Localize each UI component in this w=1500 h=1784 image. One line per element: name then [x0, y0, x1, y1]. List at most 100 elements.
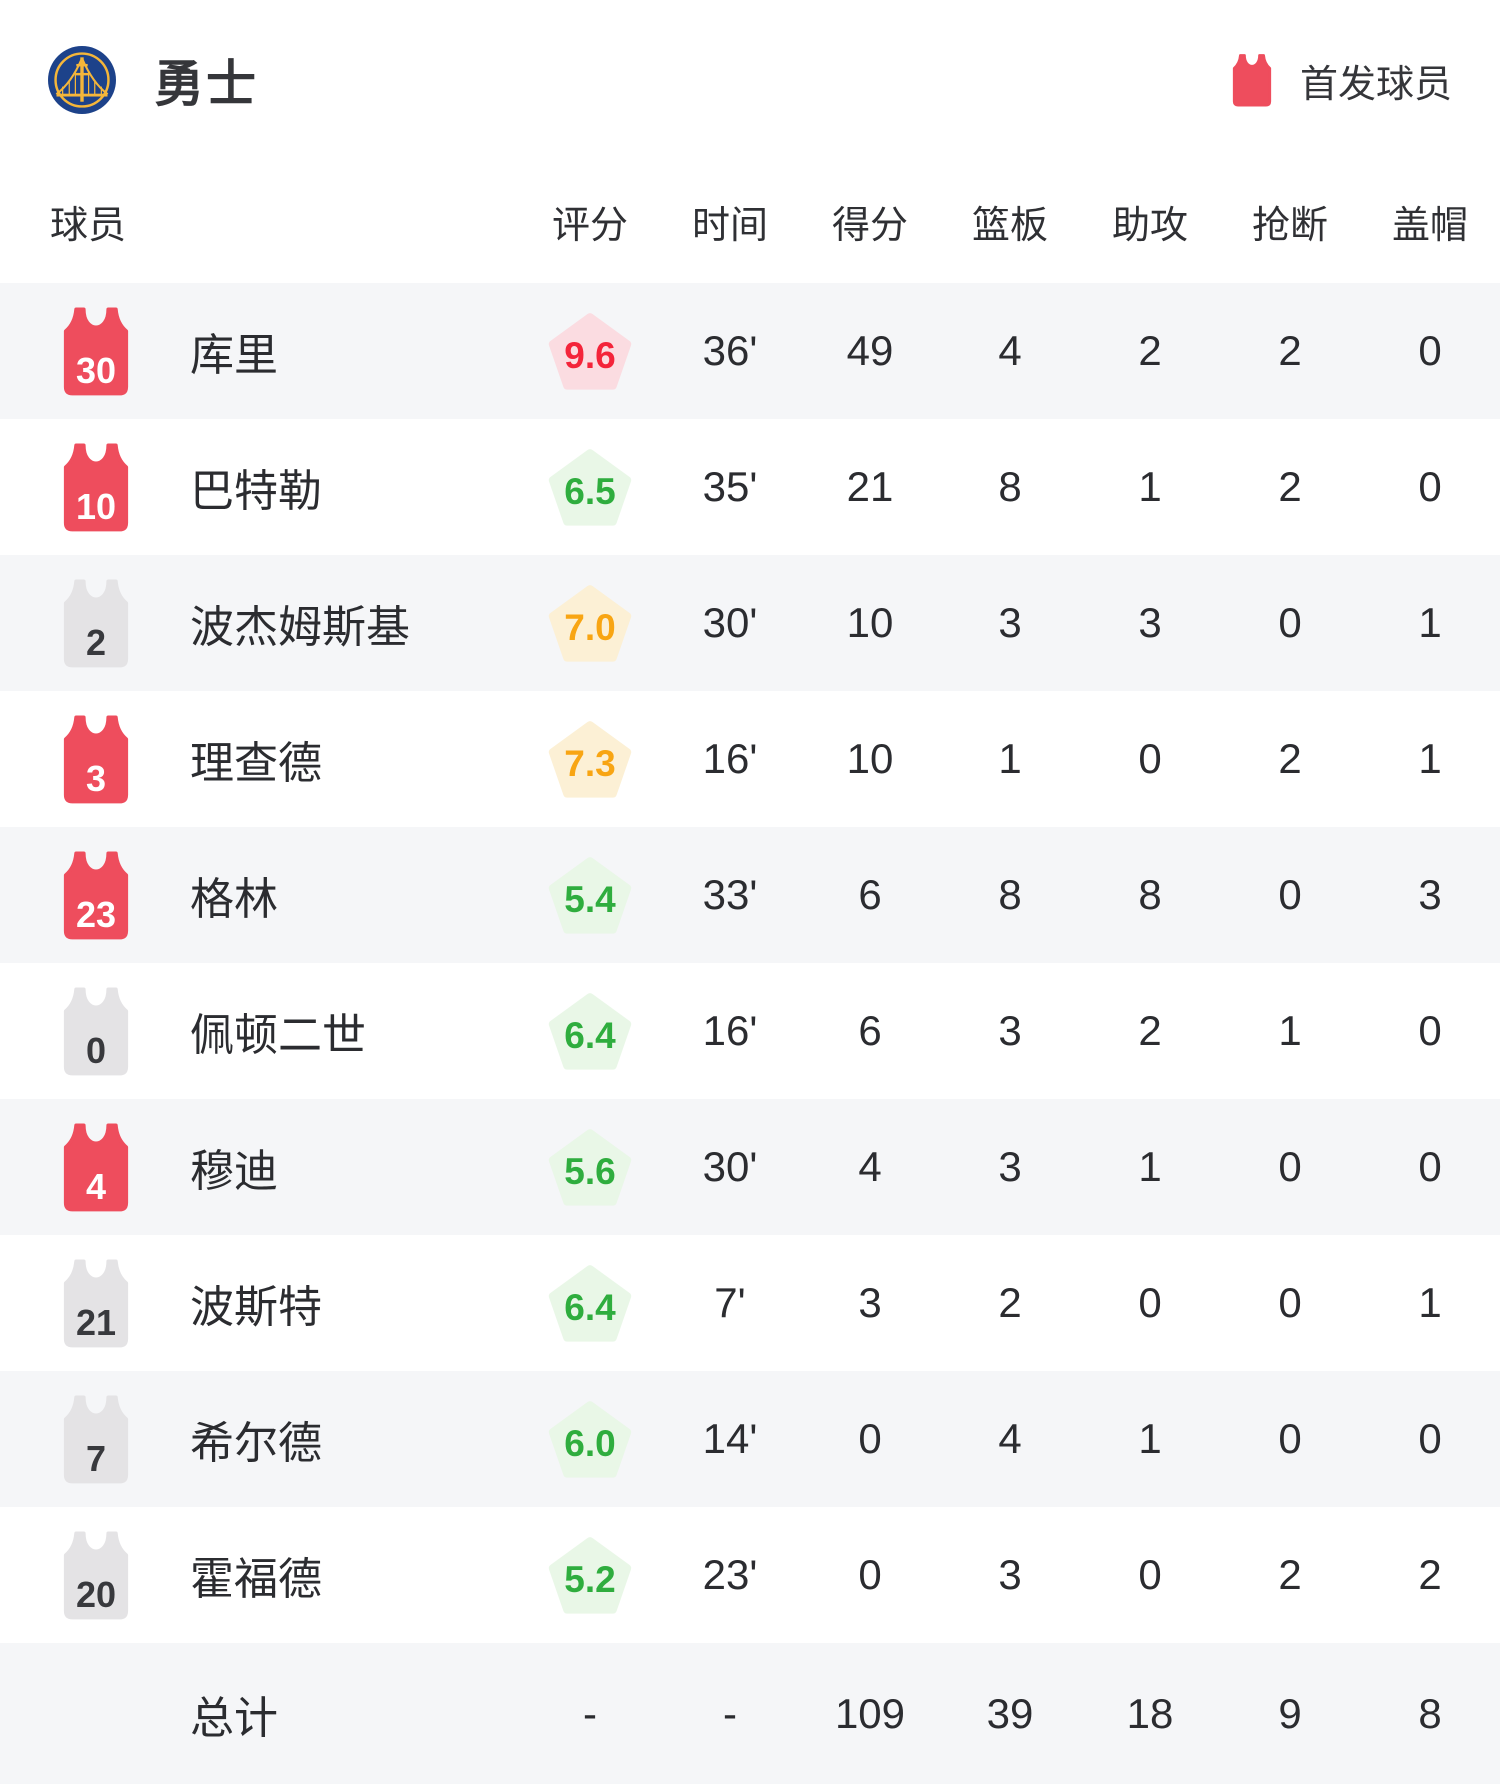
assists-cell: 0 — [1138, 735, 1162, 782]
player-name: 库里 — [190, 331, 278, 380]
total-label: 总计 — [190, 1693, 278, 1743]
starter-legend-label: 首发球员 — [1299, 63, 1452, 106]
player-cell: 20 霍福德 — [50, 1528, 520, 1622]
steals-cell: 0 — [1278, 1143, 1302, 1190]
steals-cell: 2 — [1278, 1551, 1302, 1598]
assists-cell: 3 — [1138, 599, 1162, 646]
table-row[interactable]: 10 巴特勒 6.5 35' 21 8 1 2 0 — [0, 419, 1500, 555]
rating-value: 5.4 — [564, 878, 616, 920]
jersey-number: 4 — [85, 1166, 107, 1207]
jersey-icon: 23 — [62, 848, 130, 942]
steals-cell: 0 — [1278, 871, 1302, 918]
rating-badge: 6.4 — [548, 991, 632, 1071]
steals-cell: 1 — [1278, 1007, 1302, 1054]
table-row[interactable]: 30 库里 9.6 36' 49 4 2 2 0 — [0, 283, 1500, 419]
blocks-cell: 0 — [1418, 1143, 1442, 1190]
points-cell: 0 — [858, 1551, 882, 1598]
blocks-cell: 0 — [1418, 1415, 1442, 1462]
jersey-number: 10 — [75, 486, 117, 527]
table-row[interactable]: 20 霍福德 5.2 23' 0 3 0 2 2 — [0, 1507, 1500, 1643]
total-rebounds: 39 — [986, 1689, 1034, 1737]
column-header-stat-1: 时间 — [691, 205, 768, 247]
player-name: 理查德 — [190, 739, 322, 788]
table-row[interactable]: 0 佩顿二世 6.4 16' 6 3 2 1 0 — [0, 963, 1500, 1099]
time-cell: 14' — [702, 1415, 758, 1462]
rating-badge: 6.4 — [548, 1263, 632, 1343]
rebounds-cell: 4 — [998, 327, 1022, 374]
column-header-stat-5: 抢断 — [1251, 205, 1328, 247]
blocks-cell: 0 — [1418, 463, 1442, 510]
rating-value: 9.6 — [564, 334, 616, 376]
table-row[interactable]: 4 穆迪 5.6 30' 4 3 1 0 0 — [0, 1099, 1500, 1235]
blocks-cell: 1 — [1418, 735, 1442, 782]
jersey-icon: 4 — [62, 1120, 130, 1214]
rating-badge: 5.4 — [548, 855, 632, 935]
rating-badge: 6.5 — [548, 447, 632, 527]
rating-value: 6.0 — [564, 1422, 616, 1464]
table-row[interactable]: 21 波斯特 6.4 7' 3 2 0 0 1 — [0, 1235, 1500, 1371]
time-cell: 7' — [714, 1279, 746, 1326]
rating-badge: 6.0 — [548, 1399, 632, 1479]
player-cell: 21 波斯特 — [50, 1256, 520, 1350]
time-cell: 23' — [702, 1551, 758, 1598]
time-cell: 16' — [702, 735, 758, 782]
column-header-stat-6: 盖帽 — [1391, 205, 1468, 247]
steals-cell: 2 — [1278, 463, 1302, 510]
assists-cell: 8 — [1138, 871, 1162, 918]
player-name: 格林 — [190, 875, 278, 924]
rating-badge: 7.0 — [548, 583, 632, 663]
assists-cell: 0 — [1138, 1551, 1162, 1598]
steals-cell: 2 — [1278, 327, 1302, 374]
total-time: - — [723, 1689, 737, 1737]
table-row[interactable]: 23 格林 5.4 33' 6 8 8 0 3 — [0, 827, 1500, 963]
total-rating: - — [583, 1689, 597, 1737]
rating-cell: 9.6 — [520, 311, 660, 391]
table-row[interactable]: 3 理查德 7.3 16' 10 1 0 2 1 — [0, 691, 1500, 827]
assists-cell: 1 — [1138, 463, 1162, 510]
column-header-stat-2: 得分 — [831, 205, 908, 247]
rating-value: 5.6 — [564, 1150, 616, 1192]
jersey-number: 23 — [75, 894, 117, 935]
player-name: 巴特勒 — [190, 467, 322, 516]
steals-cell: 0 — [1278, 1415, 1302, 1462]
time-cell: 30' — [702, 599, 758, 646]
time-cell: 16' — [702, 1007, 758, 1054]
rebounds-cell: 1 — [998, 735, 1022, 782]
total-label-cell: 总计 — [50, 1682, 520, 1746]
time-cell: 35' — [702, 463, 758, 510]
jersey-number: 7 — [85, 1438, 107, 1479]
assists-cell: 0 — [1138, 1279, 1162, 1326]
table-row[interactable]: 2 波杰姆斯基 7.0 30' 10 3 3 0 1 — [0, 555, 1500, 691]
player-rows: 30 库里 9.6 36' 49 4 2 2 0 10 巴特勒 6. — [0, 283, 1500, 1643]
jersey-icon: 21 — [62, 1256, 130, 1350]
blocks-cell: 1 — [1418, 599, 1442, 646]
starter-jersey-icon — [1232, 54, 1272, 107]
points-cell: 10 — [846, 735, 894, 782]
rating-badge: 5.6 — [548, 1127, 632, 1207]
team-logo-icon — [48, 46, 116, 114]
column-header-stat-0: 评分 — [551, 205, 628, 247]
jersey-icon: 2 — [62, 576, 130, 670]
total-steals: 9 — [1278, 1689, 1302, 1737]
rating-value: 6.4 — [564, 1286, 616, 1328]
rebounds-cell: 8 — [998, 871, 1022, 918]
rating-value: 6.5 — [564, 470, 616, 512]
table-row[interactable]: 7 希尔德 6.0 14' 0 4 1 0 0 — [0, 1371, 1500, 1507]
points-cell: 21 — [846, 463, 894, 510]
jersey-icon: 7 — [62, 1392, 130, 1486]
player-name: 希尔德 — [190, 1419, 322, 1468]
rating-value: 7.3 — [564, 742, 616, 784]
player-name: 霍福德 — [190, 1555, 322, 1604]
column-header-stat-3: 篮板 — [971, 205, 1048, 247]
rebounds-cell: 8 — [998, 463, 1022, 510]
points-cell: 6 — [858, 1007, 882, 1054]
player-name: 穆迪 — [190, 1147, 278, 1196]
player-cell: 4 穆迪 — [50, 1120, 520, 1214]
jersey-number: 3 — [85, 758, 107, 799]
rating-badge: 5.2 — [548, 1535, 632, 1615]
blocks-cell: 0 — [1418, 1007, 1442, 1054]
blocks-cell: 3 — [1418, 871, 1442, 918]
column-header-player: 球员 — [50, 205, 127, 247]
player-cell: 30 库里 — [50, 304, 520, 398]
